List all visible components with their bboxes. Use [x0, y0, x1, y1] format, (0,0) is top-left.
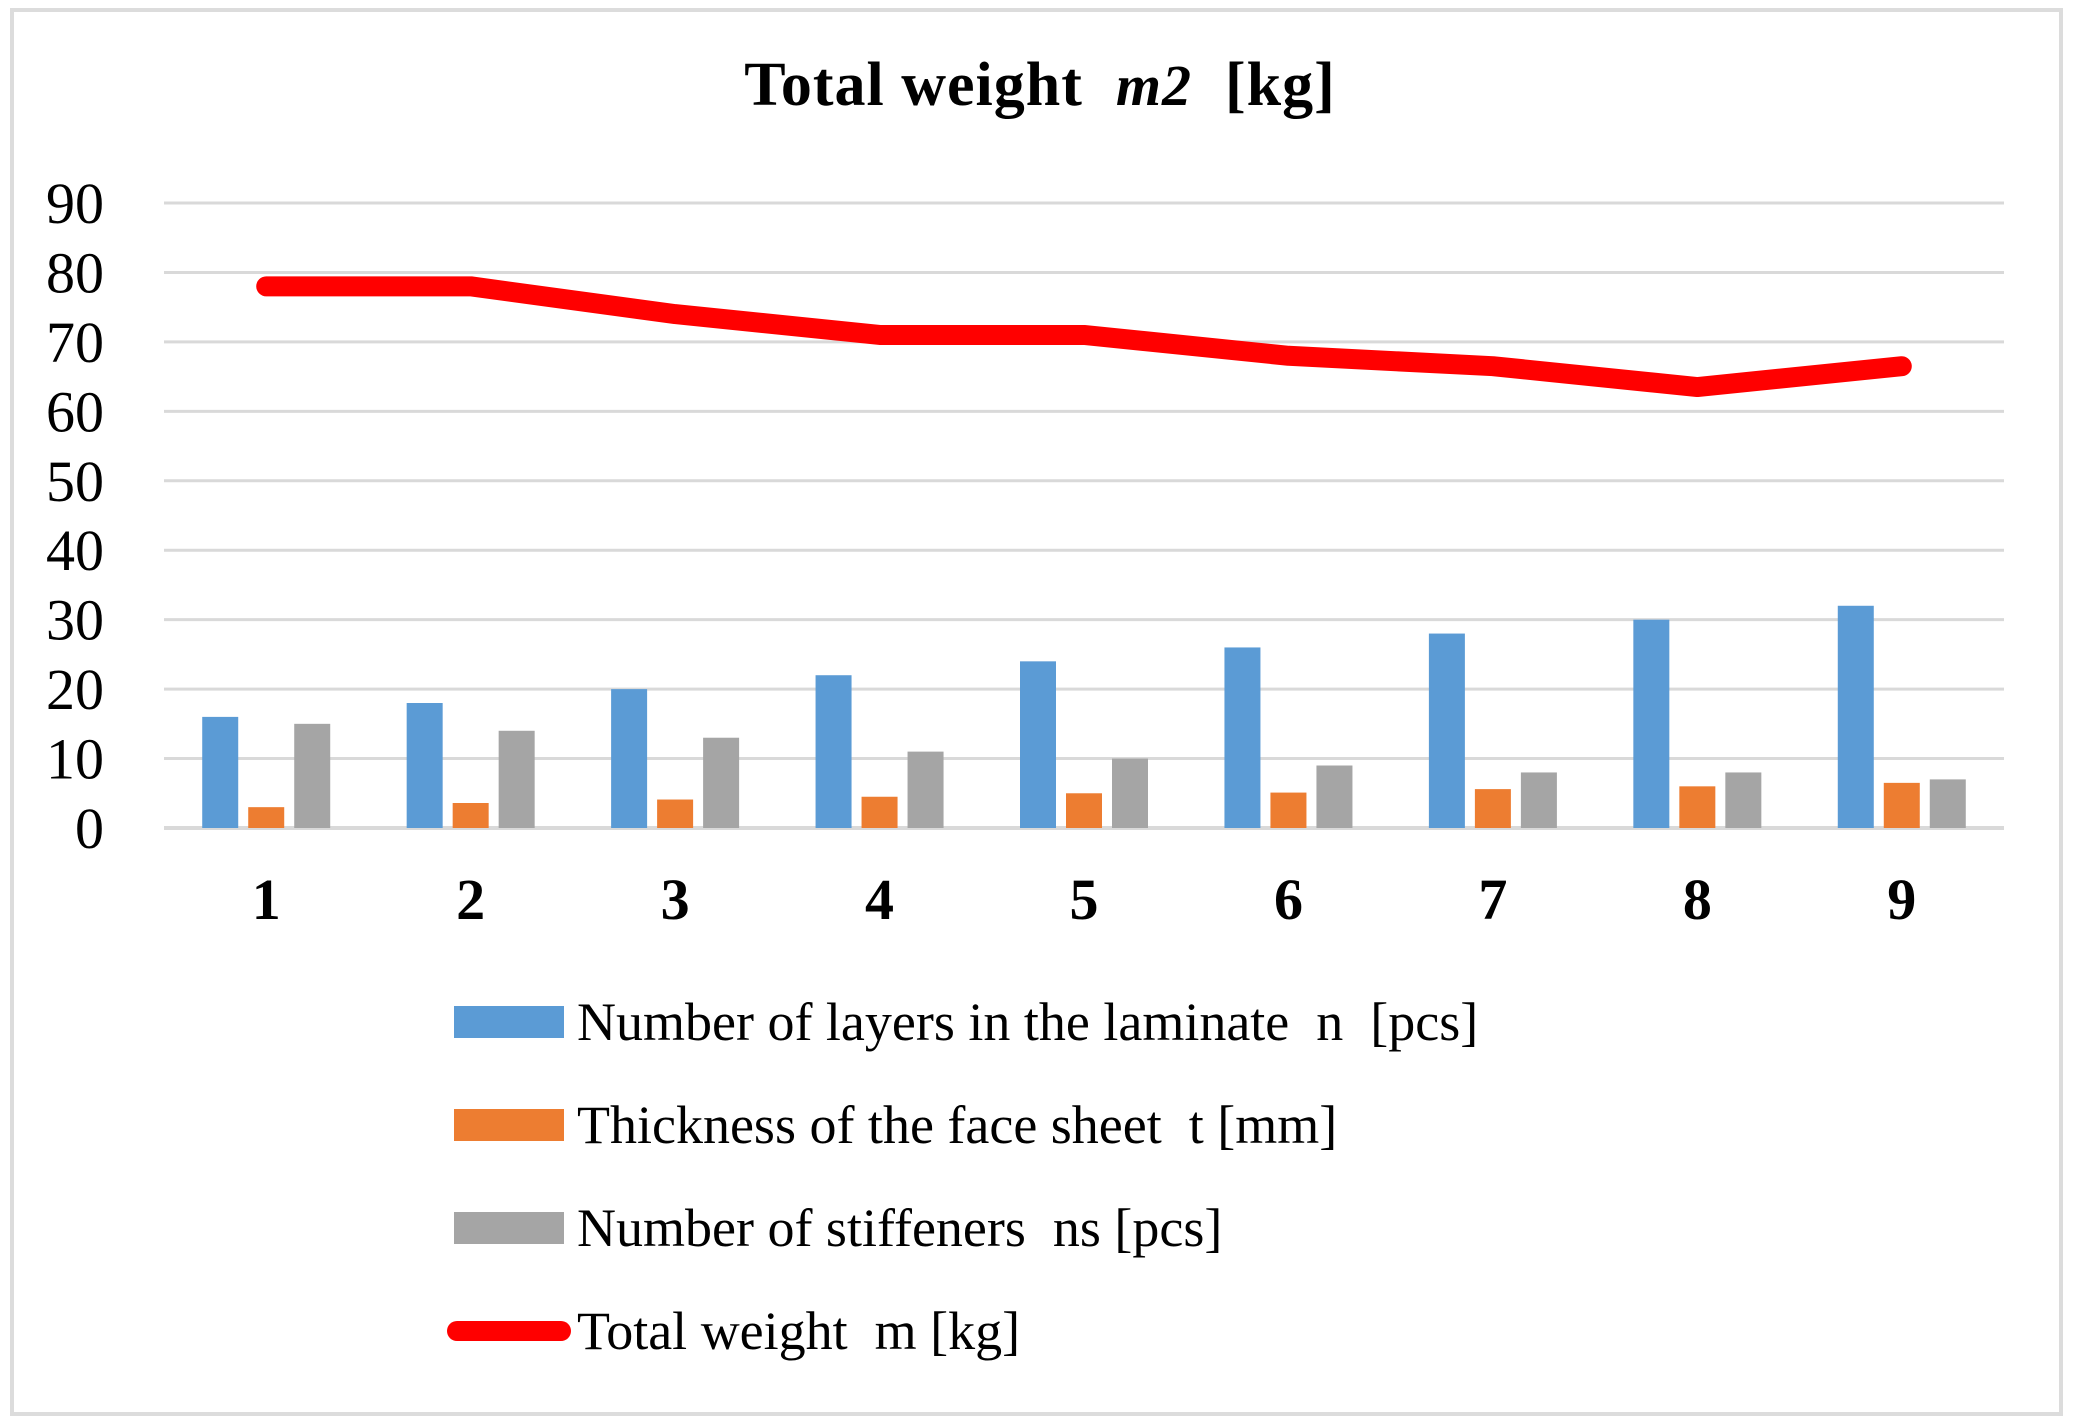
- x-tick-label: 3: [661, 867, 690, 932]
- bar: [1837, 605, 1874, 828]
- legend-item-stiffeners: Number of stiffeners ns [pcs]: [447, 1201, 1478, 1255]
- legend-label: Total weight m [kg]: [577, 1301, 1021, 1361]
- y-tick-label: 40: [46, 518, 104, 583]
- y-tick-label: 80: [46, 240, 104, 305]
- bar: [1679, 786, 1716, 828]
- y-tick-label: 30: [46, 588, 104, 653]
- bar: [498, 730, 535, 828]
- orange-bar-swatch-icon: [454, 1109, 564, 1141]
- bar: [611, 689, 648, 828]
- red-line-swatch-icon: [447, 1321, 571, 1341]
- bar: [657, 799, 694, 828]
- y-tick-label: 70: [46, 310, 104, 375]
- bar: [1112, 758, 1148, 828]
- bar: [1725, 772, 1762, 828]
- bar: [452, 803, 489, 828]
- x-tick-label: 5: [1070, 867, 1099, 932]
- line-series-group: [256, 276, 1912, 398]
- y-tick-label: 90: [46, 171, 104, 236]
- bar: [1224, 647, 1261, 828]
- y-tick-label: 0: [75, 796, 104, 861]
- chart-title-suffix: [kg]: [1192, 51, 1336, 119]
- bar: [1633, 619, 1670, 828]
- x-tick-label: 9: [1887, 867, 1916, 932]
- legend-swatch-box: [447, 1212, 571, 1244]
- gray-bar-swatch-icon: [454, 1212, 564, 1244]
- x-tick-label: 6: [1274, 867, 1303, 932]
- bar: [1520, 772, 1557, 828]
- y-tick-label: 50: [46, 449, 104, 514]
- chart-title-prefix: Total weight: [744, 51, 1116, 119]
- bar: [202, 716, 239, 828]
- x-tick-label: 7: [1478, 867, 1507, 932]
- x-tick-label: 4: [865, 867, 894, 932]
- legend: Number of layers in the laminate n [pcs]…: [447, 995, 1478, 1358]
- chart-title-emphasis: m2: [1115, 53, 1193, 118]
- bar: [294, 723, 331, 828]
- bar: [907, 751, 944, 828]
- legend-swatch-box: [447, 1109, 571, 1141]
- legend-label: Number of layers in the laminate n [pcs]: [577, 992, 1479, 1052]
- bar: [1929, 779, 1966, 828]
- chart-title: Total weight m2 [kg]: [744, 50, 1336, 121]
- bar: [1020, 661, 1056, 828]
- bar: [1066, 793, 1102, 828]
- x-tick-label: 2: [456, 867, 485, 932]
- legend-label: Thickness of the face sheet t [mm]: [577, 1095, 1338, 1155]
- blue-bar-swatch-icon: [454, 1006, 564, 1038]
- bar: [248, 807, 285, 828]
- bar: [1428, 633, 1465, 828]
- legend-swatch-box: [447, 1315, 571, 1347]
- legend-swatch-box: [447, 1006, 571, 1038]
- y-tick-label: 20: [46, 657, 104, 722]
- bar: [815, 675, 852, 828]
- bar: [1883, 782, 1920, 828]
- bar: [703, 737, 740, 828]
- x-tick-label: 8: [1683, 867, 1712, 932]
- x-tick-label: 1: [252, 867, 281, 932]
- y-tick-label: 60: [46, 379, 104, 444]
- bar: [1270, 792, 1307, 828]
- legend-item-layers: Number of layers in the laminate n [pcs]: [447, 995, 1478, 1049]
- bar: [1316, 765, 1353, 828]
- total-weight-line: [256, 276, 1912, 398]
- bar: [1474, 789, 1511, 828]
- bar: [861, 796, 898, 828]
- legend-label: Number of stiffeners ns [pcs]: [577, 1198, 1223, 1258]
- bar-series-group: [202, 605, 1966, 828]
- legend-item-thickness: Thickness of the face sheet t [mm]: [447, 1098, 1478, 1152]
- bar: [406, 703, 443, 828]
- legend-item-total-weight: Total weight m [kg]: [447, 1304, 1478, 1358]
- y-tick-label: 10: [46, 727, 104, 792]
- x-axis-labels: 1 2 3 4 5 6 7 8 9: [252, 867, 1917, 932]
